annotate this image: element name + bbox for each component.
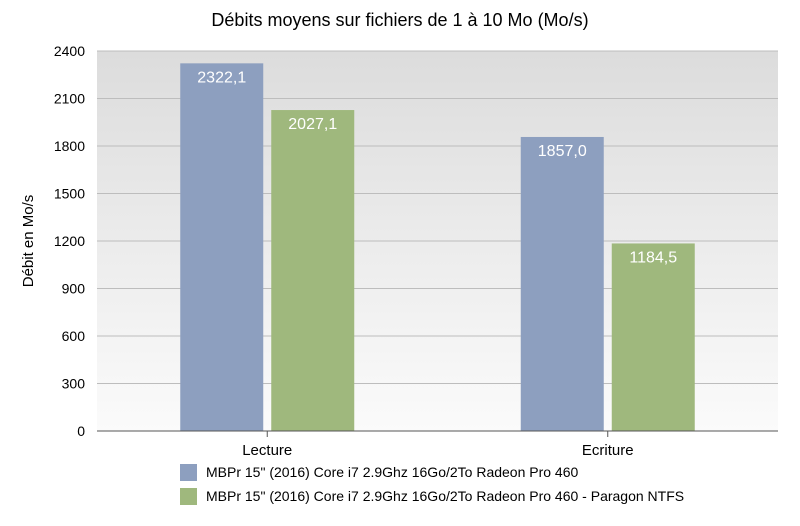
y-tick-label: 1500	[54, 186, 85, 202]
data-labels: 2322,1 2027,1 1857,0 1184,5	[197, 69, 677, 266]
legend-swatch-series-2	[180, 487, 197, 505]
data-label: 1857,0	[538, 143, 587, 160]
y-tick-label: 1200	[54, 233, 85, 249]
y-tick-label: 2400	[54, 43, 85, 59]
x-category-label: Lecture	[242, 442, 292, 459]
data-label: 2027,1	[288, 116, 337, 133]
y-tick-label: 600	[62, 328, 86, 344]
chart-title: Débits moyens sur fichiers de 1 à 10 Mo …	[211, 10, 588, 30]
bar-ecriture-series-2	[611, 243, 695, 431]
y-tick-label: 900	[62, 281, 86, 297]
bar-lecture-series-2	[271, 110, 355, 431]
bar-ecriture-series-1	[520, 136, 604, 431]
legend-swatch-series-1	[180, 463, 197, 481]
y-axis-label: Débit en Mo/s	[20, 195, 37, 288]
legend-item-series-1: MBPr 15" (2016) Core i7 2.9Ghz 16Go/2To …	[180, 462, 684, 482]
y-tick-label: 1800	[54, 138, 85, 154]
y-tick-label: 2100	[54, 91, 85, 107]
data-label: 2322,1	[197, 69, 246, 86]
x-category-label: Ecriture	[582, 442, 634, 459]
bar-lecture-series-1	[180, 63, 264, 431]
y-axis-ticks: 0 300 600 900 1200 1500 1800 2100 2400	[54, 43, 85, 439]
legend-label-series-1: MBPr 15" (2016) Core i7 2.9Ghz 16Go/2To …	[206, 464, 579, 480]
y-tick-label: 300	[62, 376, 86, 392]
legend-item-series-2: MBPr 15" (2016) Core i7 2.9Ghz 16Go/2To …	[180, 486, 684, 506]
bars	[180, 63, 695, 431]
x-axis-categories: Lecture Ecriture	[242, 431, 634, 459]
data-label: 1184,5	[629, 249, 677, 266]
y-tick-label: 0	[77, 423, 85, 439]
legend: MBPr 15" (2016) Core i7 2.9Ghz 16Go/2To …	[180, 462, 684, 510]
legend-label-series-2: MBPr 15" (2016) Core i7 2.9Ghz 16Go/2To …	[206, 488, 685, 504]
